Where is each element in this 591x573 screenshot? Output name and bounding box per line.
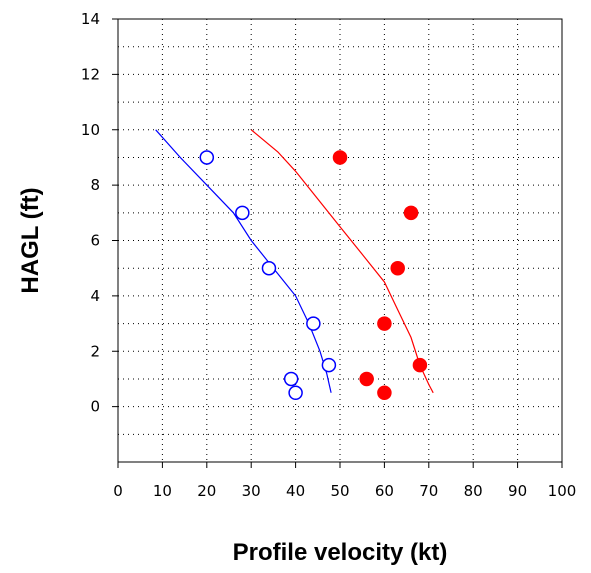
x-tick-label: 100 — [548, 482, 577, 500]
filled-data-point — [359, 371, 374, 387]
fit-lines — [155, 129, 434, 394]
y-tick-label: 0 — [90, 398, 100, 416]
x-tick-label: 10 — [153, 482, 172, 500]
filled-data-point — [390, 260, 405, 276]
ticks: 0 10 20 30 40 50 60 70 80 90 100 0 2 4 6 8 10 12 14 — [81, 10, 576, 500]
grid — [118, 19, 562, 462]
y-axis-title: HAGL (ft) — [17, 187, 44, 293]
x-tick-label: 50 — [330, 482, 349, 500]
filled-data-point — [377, 316, 392, 331]
x-axis-title: Profile velocity (kt) — [233, 539, 448, 566]
filled-data-point — [332, 150, 348, 165]
x-tick-label: 90 — [508, 482, 527, 500]
open-data-point — [306, 316, 321, 331]
data-points — [199, 150, 428, 401]
y-tick-label: 2 — [90, 342, 100, 360]
y-tick-label: 10 — [81, 121, 100, 139]
filled-data-point — [377, 385, 392, 401]
series-line — [250, 129, 434, 394]
x-tick-label: 70 — [419, 482, 438, 500]
x-tick-label: 80 — [464, 482, 483, 500]
open-data-point — [288, 385, 303, 401]
open-data-point — [235, 205, 250, 221]
filled-data-point — [403, 205, 419, 221]
plot-frame — [117, 18, 563, 463]
y-tick-label: 8 — [90, 176, 100, 194]
x-tick-label: 20 — [197, 482, 216, 500]
open-data-point — [199, 150, 215, 165]
y-tick-label: 6 — [90, 232, 100, 250]
x-tick-label: 60 — [375, 482, 394, 500]
filled-data-point — [412, 357, 428, 373]
y-tick-label: 14 — [81, 10, 100, 28]
y-tick-label: 12 — [81, 65, 100, 83]
y-tick-label: 4 — [90, 287, 100, 305]
x-tick-label: 30 — [242, 482, 261, 500]
open-data-point — [321, 357, 337, 373]
series-line — [155, 129, 332, 393]
open-data-point — [261, 260, 277, 276]
x-tick-label: 40 — [286, 482, 305, 500]
open-data-point — [283, 371, 299, 387]
x-tick-label: 0 — [113, 482, 123, 500]
